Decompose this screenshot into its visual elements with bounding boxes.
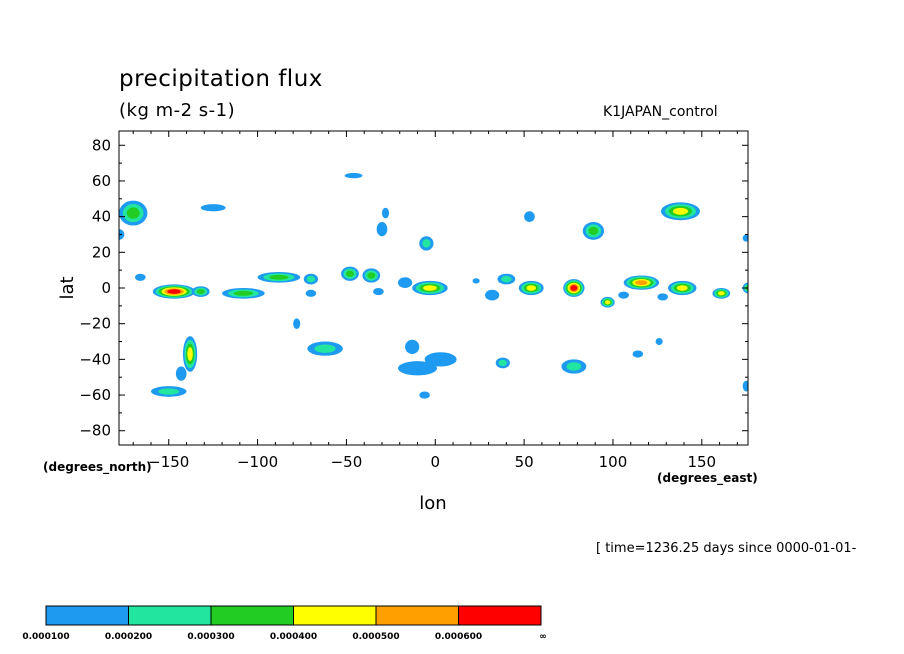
colorbar-swatch	[293, 605, 377, 626]
contour-blob	[233, 290, 254, 296]
y-tick-label: 80	[92, 136, 111, 154]
y-axis-label: lat	[57, 276, 78, 299]
x-tick-label: 100	[599, 453, 628, 471]
y-tick-label: −60	[79, 386, 111, 404]
contour-blob	[200, 204, 226, 212]
y-tick-label: −80	[79, 422, 111, 440]
run-label: K1JAPAN_control	[603, 104, 718, 120]
colorbar-label: 0.000300	[187, 632, 234, 642]
contour-blob	[158, 388, 180, 395]
contour-blob	[419, 391, 430, 399]
colorbar-label: 0.000400	[270, 632, 317, 642]
contour-blob	[306, 275, 316, 283]
contour-blob	[676, 285, 688, 291]
contour-blob	[345, 270, 355, 277]
contour-blob	[269, 274, 289, 280]
colorbar: 0.000100 0.000200 0.000300 0.000400 0.000500…	[22, 605, 547, 642]
colorbar-swatch	[375, 605, 459, 626]
y-tick-label: −20	[79, 315, 111, 333]
contour-blob	[126, 207, 140, 219]
contour-blob	[397, 277, 413, 289]
colorbar-label: 0.000600	[435, 632, 482, 642]
contour-blob	[604, 300, 611, 305]
contour-blob	[635, 280, 648, 286]
y-tick-label: 20	[92, 243, 111, 261]
contour-blob	[501, 275, 512, 283]
x-tick-label: 150	[687, 453, 716, 471]
contour-blob	[167, 289, 181, 294]
contour-blob	[373, 288, 384, 296]
contour-blob	[526, 285, 537, 291]
contour-blob	[524, 211, 535, 222]
contour-blob	[566, 362, 582, 371]
contour-blob	[314, 344, 336, 353]
contour-blob	[293, 318, 301, 330]
colorbar-swatch	[458, 605, 542, 626]
contour-blob	[175, 366, 187, 381]
contour-blob	[742, 234, 748, 242]
contour-field	[119, 172, 748, 399]
colorbar-label: 0.000500	[352, 632, 399, 642]
contour-blob	[187, 347, 193, 361]
colorbar-swatch	[45, 605, 129, 626]
colorbar-swatch	[128, 605, 212, 626]
chart-units: (kg m-2 s-1)	[119, 100, 236, 121]
y-tick-label: 0	[101, 279, 111, 297]
x-tick-label: −150	[148, 453, 189, 471]
contour-blob	[344, 172, 363, 179]
contour-blob	[397, 361, 438, 376]
contour-blob	[134, 273, 146, 281]
x-tick-label: 0	[431, 453, 441, 471]
colorbar-label: 0.000200	[105, 632, 152, 642]
contour-blob	[672, 207, 689, 215]
contour-blob	[485, 289, 500, 301]
contour-blob	[423, 285, 437, 291]
contour-blob	[424, 352, 457, 367]
contour-blob	[588, 226, 599, 235]
contour-blob	[422, 239, 431, 248]
contour-blob	[655, 337, 663, 346]
x-tick-label: −100	[237, 453, 278, 471]
contour-blob	[632, 350, 644, 358]
contour-blob	[376, 221, 388, 237]
contour-blob	[305, 289, 317, 297]
y-tick-label: 60	[92, 172, 111, 190]
contour-blob	[742, 380, 748, 392]
y-tick-label: −40	[79, 350, 111, 368]
contour-blob	[570, 285, 578, 291]
y-tick-label: 40	[92, 208, 111, 226]
x-unit-note: (degrees_east)	[657, 471, 758, 485]
colorbar-label: 0.000100	[22, 632, 69, 642]
chart-title: precipitation flux	[119, 66, 323, 92]
contour-blob	[657, 293, 669, 301]
contour-blob	[618, 291, 629, 299]
contour-blob	[367, 272, 376, 279]
contour-blob	[717, 291, 725, 296]
x-tick-label: −50	[331, 453, 363, 471]
time-info: [ time=1236.25 days since 0000-01-01-	[596, 541, 857, 556]
contour-blob	[472, 278, 480, 284]
x-tick-label: 50	[515, 453, 534, 471]
colorbar-swatch	[210, 605, 294, 626]
y-unit-note: (degrees_north)	[43, 460, 152, 474]
x-axis: −150 −100 −50 0 50 100 150	[132, 131, 738, 471]
x-axis-label: lon	[419, 493, 446, 514]
contour-blob	[405, 339, 420, 355]
y-axis: 80 60 40 20 0 −20 −40 −60 −80	[79, 136, 748, 440]
contour-blob	[498, 359, 507, 367]
contour-blob	[196, 289, 205, 294]
contour-blob	[381, 207, 390, 219]
colorbar-label: ∞	[539, 632, 547, 642]
